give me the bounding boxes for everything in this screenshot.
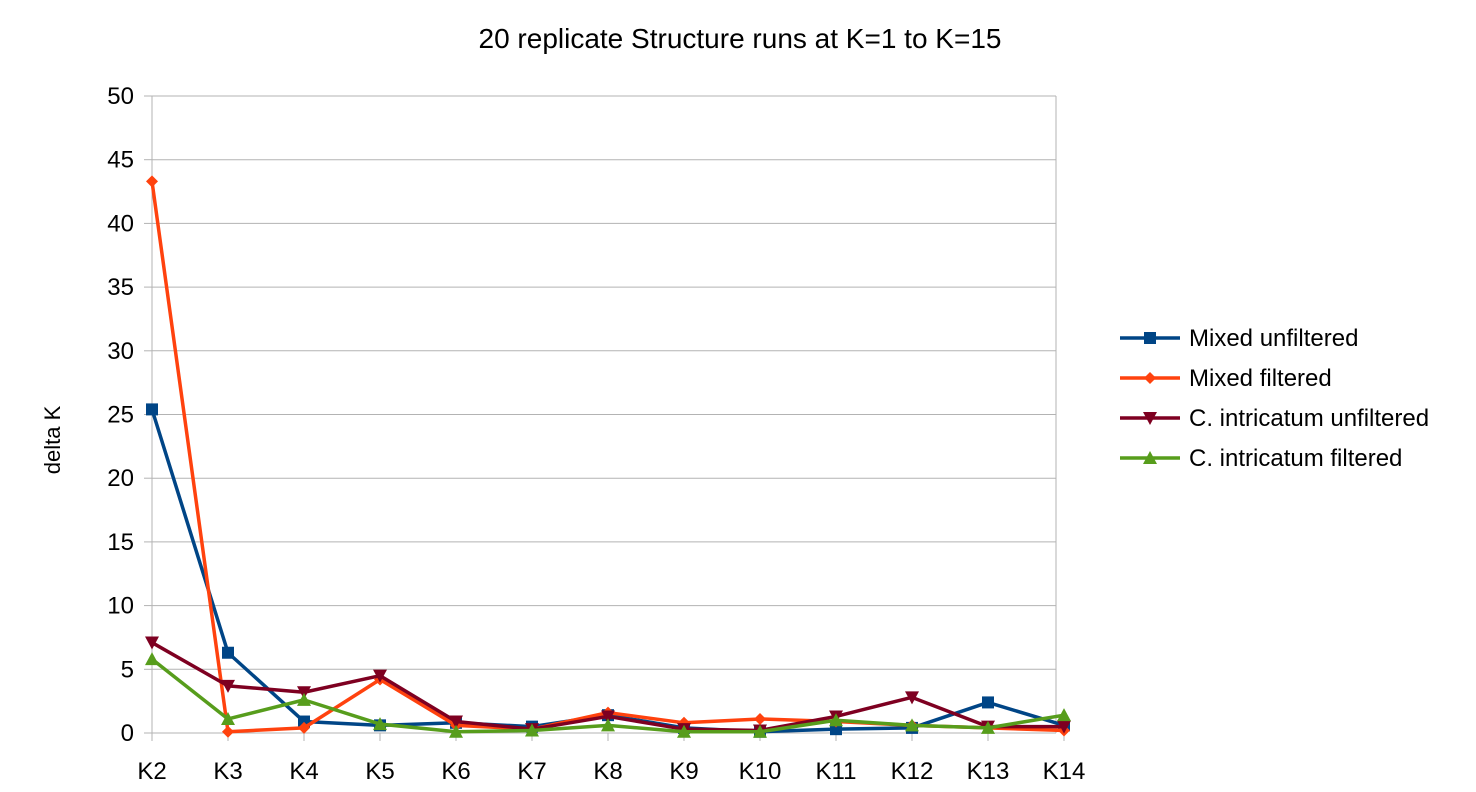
legend-label: C. intricatum unfiltered (1189, 405, 1429, 432)
y-tick-label: 25 (107, 402, 134, 429)
y-tick-labels: 0 5 10 15 20 25 30 35 40 45 50 (107, 83, 134, 747)
y-tick-label: 20 (107, 465, 134, 492)
axes (144, 95, 1065, 741)
data-point (297, 686, 311, 700)
series-line (150, 408, 1065, 734)
x-tick-label: K9 (669, 758, 698, 785)
data-point (601, 710, 615, 724)
data-point (601, 718, 615, 732)
x-tick-label: K6 (441, 758, 470, 785)
data-point (753, 724, 767, 738)
x-tick-label: K13 (967, 758, 1010, 785)
data-point (525, 723, 539, 737)
x-tick-label: K4 (289, 758, 318, 785)
data-point (146, 175, 158, 188)
data-point (449, 715, 463, 729)
series-1 (146, 403, 1070, 738)
y-tick-label: 15 (107, 529, 134, 556)
legend-item: Mixed filtered (1120, 365, 1332, 392)
legend-label: Mixed unfiltered (1189, 325, 1358, 352)
x-tick-labels: K2 K3 K4 K5 K6 K7 K8 K9 K10 K11 K12 K13 K14 (137, 758, 1085, 785)
series-2 (146, 175, 1070, 738)
data-point (373, 669, 387, 683)
legend-item: C. intricatum filtered (1120, 445, 1402, 472)
legend-marker (1144, 332, 1156, 344)
legend-item: Mixed unfiltered (1120, 325, 1358, 352)
y-tick-label: 10 (107, 593, 134, 620)
chart-title: 20 replicate Structure runs at K=1 to K=… (479, 23, 1002, 54)
x-tick-label: K7 (517, 758, 546, 785)
x-tick-label: K11 (816, 758, 857, 785)
data-point (297, 692, 311, 706)
data-point (905, 691, 919, 705)
x-tick-label: K12 (891, 758, 934, 785)
data-point (1057, 708, 1071, 722)
data-point (145, 652, 159, 666)
data-point (754, 712, 766, 725)
data-point (905, 718, 919, 732)
data-point (677, 724, 691, 738)
data-point (298, 721, 310, 734)
data-point (221, 711, 235, 725)
data-point (829, 713, 843, 727)
legend-marker (1143, 451, 1157, 464)
series-3 (145, 636, 1071, 738)
y-tick-label: 5 (121, 656, 134, 683)
data-point (221, 679, 235, 693)
series-line (150, 181, 1065, 734)
y-axis-label: delta K (40, 405, 65, 474)
y-tick-label: 45 (107, 147, 134, 174)
data-point (373, 717, 387, 731)
data-point (222, 646, 234, 659)
y-tick-label: 0 (121, 720, 134, 747)
y-tick-label: 30 (107, 338, 134, 365)
legend-marker (1144, 372, 1156, 384)
x-tick-label: K3 (213, 758, 242, 785)
series-group (145, 175, 1071, 738)
x-tick-label: K10 (739, 758, 782, 785)
legend-marker (1143, 412, 1157, 425)
x-tick-label: K14 (1043, 758, 1086, 785)
data-point (981, 720, 995, 734)
x-tick-label: K8 (593, 758, 622, 785)
legend-label: Mixed filtered (1189, 365, 1332, 392)
y-tick-label: 50 (107, 83, 134, 110)
legend-item: C. intricatum unfiltered (1120, 405, 1429, 432)
gridlines (152, 95, 1056, 670)
data-point (449, 724, 463, 738)
y-tick-label: 35 (107, 274, 134, 301)
legend: Mixed unfiltered Mixed filtered C. intrica… (1120, 325, 1429, 472)
y-tick-label: 40 (107, 210, 134, 237)
data-point (982, 696, 994, 709)
data-point (1057, 720, 1071, 734)
data-point (146, 403, 158, 416)
data-point (222, 725, 234, 738)
series-4 (145, 652, 1071, 738)
x-tick-label: K2 (137, 758, 166, 785)
x-tick-label: K5 (365, 758, 394, 785)
data-point (145, 636, 159, 650)
legend-label: C. intricatum filtered (1189, 445, 1402, 472)
